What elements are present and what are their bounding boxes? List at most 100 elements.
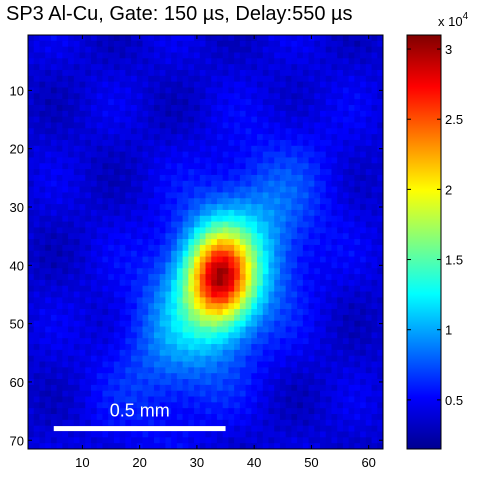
heatmap-cell <box>325 204 333 211</box>
heatmap-cell <box>222 279 230 287</box>
heatmap-cell <box>194 250 201 258</box>
heatmap-cell <box>90 408 98 415</box>
heatmap-cell <box>62 35 69 42</box>
heatmap-cell <box>239 239 247 246</box>
heatmap-cell <box>348 64 355 71</box>
heatmap-cell <box>274 145 281 153</box>
heatmap-cell <box>50 174 58 182</box>
heatmap-cell <box>365 291 373 298</box>
heatmap-cell <box>62 361 69 368</box>
heatmap-cell <box>262 81 270 89</box>
heatmap-cell <box>85 291 92 298</box>
heatmap-cell <box>205 297 212 304</box>
heatmap-cell <box>56 285 63 293</box>
heatmap-cell <box>182 145 189 153</box>
heatmap-cell <box>131 128 138 135</box>
heatmap-cell <box>102 99 109 106</box>
heatmap-cell <box>314 58 321 65</box>
heatmap-cell <box>56 256 63 264</box>
heatmap-cell <box>176 163 184 170</box>
heatmap-cell <box>165 227 172 234</box>
heatmap-cell <box>56 215 63 223</box>
heatmap-cell <box>348 437 355 444</box>
heatmap-cell <box>222 58 230 65</box>
heatmap-cell <box>222 227 230 234</box>
heatmap-cell <box>274 46 281 54</box>
heatmap-cell <box>320 139 327 147</box>
heatmap-cell <box>302 233 310 240</box>
heatmap-cell <box>125 40 132 48</box>
heatmap-cell <box>377 384 383 392</box>
heatmap-cell <box>56 145 63 153</box>
heatmap-cell <box>50 40 58 48</box>
heatmap-cell <box>96 52 104 59</box>
heatmap-cell <box>222 314 230 322</box>
heatmap-cell <box>113 396 121 403</box>
heatmap-cell <box>348 134 355 141</box>
heatmap-cell <box>153 239 161 246</box>
heatmap-cell <box>90 198 98 205</box>
heatmap-cell <box>33 279 41 287</box>
heatmap-cell <box>68 297 75 304</box>
heatmap-cell <box>285 349 292 357</box>
heatmap-cell <box>96 314 104 322</box>
heatmap-cell <box>148 139 155 147</box>
heatmap-cell <box>342 99 350 106</box>
heatmap-cell <box>119 367 126 374</box>
heatmap-cell <box>331 52 338 59</box>
heatmap-cell <box>131 58 138 65</box>
heatmap-cell <box>262 169 270 176</box>
heatmap-cell <box>348 139 355 147</box>
heatmap-cell <box>119 75 126 83</box>
heatmap-cell <box>182 373 189 380</box>
heatmap-cell <box>142 303 149 310</box>
heatmap-cell <box>102 35 109 42</box>
heatmap-cell <box>360 192 367 199</box>
heatmap-cell <box>28 227 35 234</box>
heatmap-cell <box>45 244 52 252</box>
heatmap-cell <box>325 99 333 106</box>
heatmap-cell <box>239 256 247 264</box>
heatmap-cell <box>131 384 138 392</box>
heatmap-cell <box>131 419 138 427</box>
heatmap-cell <box>348 344 355 351</box>
heatmap-cell <box>274 174 281 182</box>
heatmap-cell <box>302 349 310 357</box>
heatmap-cell <box>159 250 167 258</box>
heatmap-cell <box>302 110 310 118</box>
heatmap-cell <box>85 437 92 444</box>
y-tick-label: 10 <box>10 83 24 98</box>
heatmap-cell <box>68 419 75 427</box>
heatmap-cell <box>28 221 35 229</box>
heatmap-cell <box>320 157 327 164</box>
heatmap-cell <box>194 262 201 269</box>
heatmap-cell <box>171 256 178 264</box>
heatmap-cell <box>56 396 63 403</box>
heatmap-cell <box>39 349 46 357</box>
heatmap-cell <box>142 326 149 333</box>
heatmap-cell <box>262 390 270 398</box>
heatmap-cell <box>79 274 86 281</box>
heatmap-cell <box>331 110 338 118</box>
heatmap-cell <box>96 355 104 363</box>
heatmap-cell <box>28 122 35 129</box>
heatmap-cell <box>262 274 270 281</box>
heatmap-cell <box>365 87 373 94</box>
heatmap-cell <box>302 268 310 275</box>
heatmap-cell <box>365 309 373 316</box>
heatmap-cell <box>239 58 247 65</box>
heatmap-cell <box>297 419 304 427</box>
heatmap-cell <box>50 157 58 164</box>
heatmap-cell <box>245 396 252 403</box>
heatmap-cell <box>90 297 98 304</box>
heatmap-cell <box>33 425 41 433</box>
heatmap-cell <box>108 309 115 316</box>
heatmap-cell <box>159 256 167 264</box>
heatmap-cell <box>79 285 86 293</box>
heatmap-cell <box>45 75 52 83</box>
heatmap-cell <box>291 274 298 281</box>
heatmap-cell <box>182 116 189 124</box>
heatmap-cell <box>56 69 63 77</box>
heatmap-cell <box>136 297 144 304</box>
heatmap-cell <box>216 110 224 118</box>
